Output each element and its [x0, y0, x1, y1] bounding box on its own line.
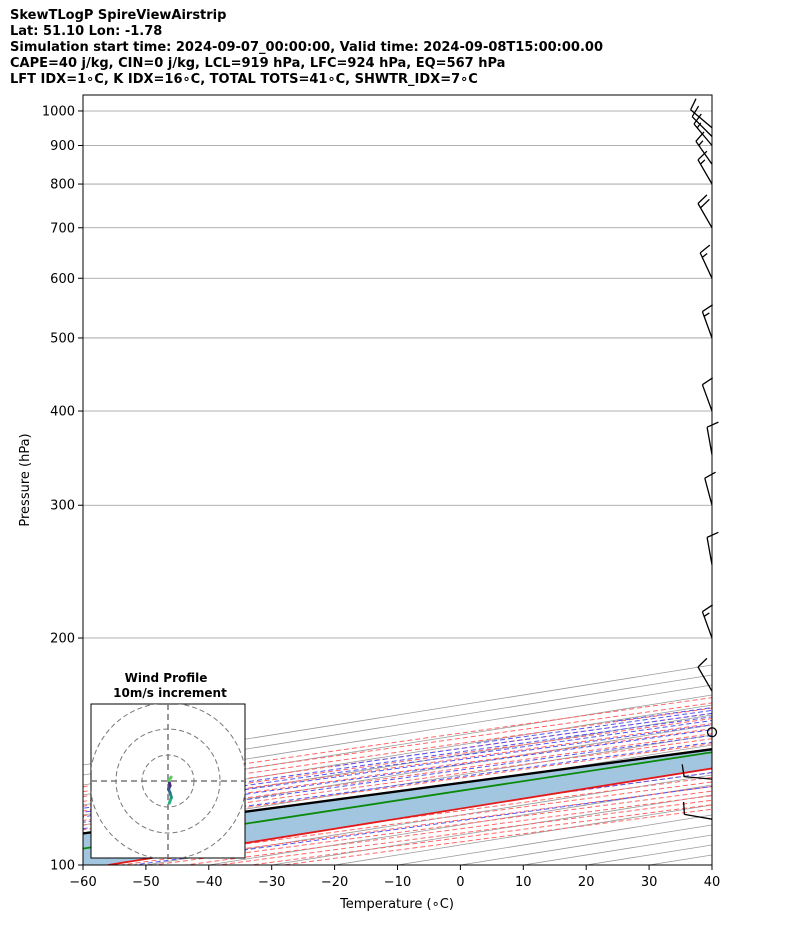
y-axis-label: Pressure (hPa): [18, 433, 33, 526]
wind-barb: [697, 657, 713, 692]
wind-profile-inset: Wind Profile 10m/s increment: [90, 671, 246, 859]
moist-adiabat: [174, 716, 712, 793]
isotherm-line: [83, 714, 712, 816]
x-tick-label: 30: [641, 875, 658, 890]
x-tick-label: 10: [515, 875, 532, 890]
wind-barb: [699, 244, 713, 279]
isotherm-line: [83, 694, 712, 796]
wind-profile-title: Wind Profile: [125, 671, 208, 685]
background-lines: [83, 95, 794, 865]
y-tick-label: 600: [50, 272, 75, 287]
wind-barb: [693, 113, 713, 146]
y-axis-ticks: 1000 900 800 700 600 500 400 300 200 100: [42, 104, 83, 874]
y-tick-label: 700: [50, 221, 75, 236]
x-tick-label: 0: [456, 875, 464, 890]
dry-adiabat: [283, 808, 712, 865]
thermo-indices: LFT IDX=1∘C, K IDX=16∘C, TOTAL TOTS=41∘C…: [10, 72, 478, 87]
x-tick-label: −60: [69, 875, 96, 890]
wind-barb: [701, 304, 714, 339]
isotherm-line: [334, 804, 712, 865]
y-tick-label: 300: [50, 499, 75, 514]
wind-barb: [697, 150, 713, 185]
isotherm-line: [523, 834, 712, 865]
y-tick-label: 900: [50, 139, 75, 154]
moist-adiabat: [476, 709, 712, 744]
wind-barb: [695, 131, 713, 165]
wind-barb: [691, 105, 713, 137]
wind-barb: [682, 801, 713, 820]
isotherm-line: [586, 844, 712, 865]
wind-barb: [704, 471, 716, 506]
x-tick-label: 20: [578, 875, 595, 890]
y-tick-label: 400: [50, 405, 75, 420]
wind-barb: [701, 604, 714, 639]
hodograph-segment: [167, 775, 173, 782]
wind-barb: [701, 377, 714, 412]
isotherm-line: [83, 684, 712, 786]
wind-barb: [706, 531, 719, 566]
isotherm-line: [83, 724, 712, 826]
y-tick-label: 800: [50, 178, 75, 193]
isotherm-line: [83, 704, 712, 806]
x-tick-label: −10: [384, 875, 411, 890]
y-tick-label: 1000: [42, 104, 75, 119]
isotherm-line: [460, 824, 712, 865]
moist-adiabat: [612, 707, 712, 722]
stability-indices: CAPE=40 j/kg, CIN=0 j/kg, LCL=919 hPa, L…: [10, 56, 506, 71]
wind-barbs: [681, 98, 719, 820]
x-tick-label: 40: [704, 875, 721, 890]
x-axis-ticks: −60 −50 −40 −30 −20 −10 0 10 20 30 40: [69, 865, 720, 890]
wind-barb: [697, 194, 713, 229]
x-tick-label: −40: [195, 875, 222, 890]
isotherm-line: [83, 664, 712, 766]
location-coords: Lat: 51.10 Lon: -1.78: [10, 24, 163, 39]
y-tick-label: 500: [50, 331, 75, 346]
wind-profile-subtitle: 10m/s increment: [113, 686, 227, 700]
moist-adiabat: [740, 95, 794, 701]
isotherm-line: [83, 674, 712, 776]
wind-barb: [681, 764, 713, 780]
x-tick-label: −30: [258, 875, 285, 890]
wind-barb: [706, 421, 719, 455]
station-title: SkewTLogP SpireViewAirstrip: [10, 8, 227, 23]
x-axis-label: Temperature (∘C): [339, 897, 454, 912]
simulation-times: Simulation start time: 2024-09-07_00:00:…: [10, 40, 603, 55]
x-tick-label: −50: [132, 875, 159, 890]
y-tick-label: 200: [50, 632, 75, 647]
isotherm-line: [711, 864, 712, 865]
y-tick-label: 100: [50, 859, 75, 874]
moist-adiabat: [331, 712, 712, 768]
chart-header: SkewTLogP SpireViewAirstrip Lat: 51.10 L…: [10, 8, 603, 88]
x-tick-label: −20: [321, 875, 348, 890]
